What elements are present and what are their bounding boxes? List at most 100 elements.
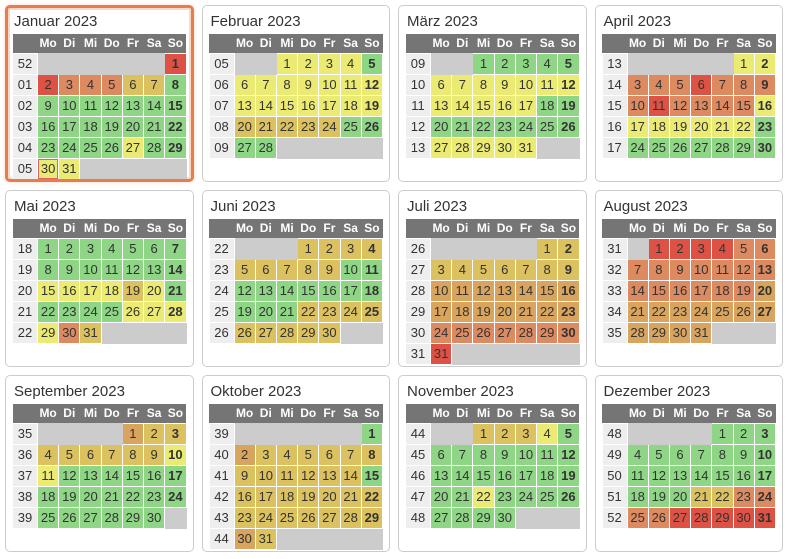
day-cell-holiday[interactable]: 1 xyxy=(164,52,187,75)
day-cell[interactable]: 21 xyxy=(690,485,713,508)
day-cell[interactable]: 25 xyxy=(36,506,60,529)
day-cell[interactable]: 17 xyxy=(690,279,713,302)
day-cell[interactable]: 18 xyxy=(536,94,559,117)
day-cell[interactable]: 17 xyxy=(318,94,341,117)
day-cell[interactable]: 12 xyxy=(121,258,145,281)
day-cell[interactable]: 15 xyxy=(360,464,384,487)
day-cell[interactable]: 14 xyxy=(451,464,474,487)
day-cell[interactable]: 29 xyxy=(164,136,187,159)
day-cell[interactable]: 20 xyxy=(233,115,256,138)
day-cell[interactable]: 5 xyxy=(100,73,123,96)
day-cell-holiday[interactable]: 15 xyxy=(647,279,670,302)
day-cell[interactable]: 15 xyxy=(711,464,734,487)
day-cell[interactable]: 14 xyxy=(143,94,166,117)
day-cell[interactable]: 2 xyxy=(58,237,81,260)
day-cell[interactable]: 25 xyxy=(79,136,102,159)
day-cell[interactable]: 19 xyxy=(647,485,670,508)
day-cell[interactable]: 19 xyxy=(297,485,320,508)
day-cell[interactable]: 30 xyxy=(318,321,341,344)
day-cell[interactable]: 23 xyxy=(143,485,166,508)
day-cell[interactable]: 11 xyxy=(451,279,474,302)
day-cell[interactable]: 16 xyxy=(36,115,60,138)
day-cell[interactable]: 20 xyxy=(429,485,453,508)
day-cell[interactable]: 30 xyxy=(493,136,516,159)
day-cell[interactable]: 27 xyxy=(143,300,166,323)
day-cell[interactable]: 7 xyxy=(451,443,474,466)
day-cell[interactable]: 1 xyxy=(536,237,559,260)
day-cell[interactable]: 14 xyxy=(711,94,734,117)
day-cell[interactable]: 17 xyxy=(254,485,277,508)
day-cell[interactable]: 30 xyxy=(557,321,580,344)
day-cell[interactable]: 13 xyxy=(254,279,277,302)
day-cell[interactable]: 5 xyxy=(647,443,670,466)
day-cell[interactable]: 25 xyxy=(360,300,384,323)
day-cell[interactable]: 19 xyxy=(472,300,495,323)
day-cell[interactable]: 13 xyxy=(79,464,102,487)
day-cell[interactable]: 25 xyxy=(536,115,559,138)
day-cell[interactable]: 14 xyxy=(254,94,277,117)
day-cell[interactable]: 11 xyxy=(536,443,559,466)
day-cell[interactable]: 5 xyxy=(297,443,320,466)
day-cell[interactable]: 6 xyxy=(79,443,102,466)
day-cell[interactable]: 29 xyxy=(647,321,670,344)
day-cell[interactable]: 9 xyxy=(493,443,516,466)
day-cell[interactable]: 4 xyxy=(36,443,60,466)
day-cell[interactable]: 27 xyxy=(429,506,453,529)
day-cell[interactable]: 22 xyxy=(647,300,670,323)
day-cell[interactable]: 23 xyxy=(493,485,516,508)
day-cell[interactable]: 15 xyxy=(472,94,495,117)
day-cell[interactable]: 11 xyxy=(100,258,123,281)
day-cell[interactable]: 30 xyxy=(668,321,692,344)
day-cell[interactable]: 26 xyxy=(297,506,320,529)
day-cell-holiday[interactable]: 31 xyxy=(254,527,277,550)
day-cell[interactable]: 7 xyxy=(339,443,362,466)
day-cell[interactable]: 24 xyxy=(254,506,277,529)
day-cell[interactable]: 31 xyxy=(429,342,453,365)
day-cell[interactable]: 6 xyxy=(318,443,341,466)
day-cell[interactable]: 13 xyxy=(143,258,166,281)
day-cell[interactable]: 20 xyxy=(493,300,516,323)
day-cell[interactable]: 29 xyxy=(360,506,384,529)
day-cell[interactable]: 2 xyxy=(732,422,755,445)
day-cell[interactable]: 24 xyxy=(753,485,777,508)
day-cell[interactable]: 16 xyxy=(668,279,692,302)
day-cell[interactable]: 4 xyxy=(536,422,559,445)
day-cell[interactable]: 3 xyxy=(690,237,713,260)
day-cell[interactable]: 8 xyxy=(121,443,145,466)
day-cell[interactable]: 7 xyxy=(164,237,187,260)
day-cell[interactable]: 8 xyxy=(732,73,755,96)
day-cell[interactable]: 19 xyxy=(233,300,256,323)
day-cell[interactable]: 26 xyxy=(121,300,145,323)
day-cell[interactable]: 27 xyxy=(429,136,453,159)
day-cell[interactable]: 2 xyxy=(668,237,692,260)
day-cell[interactable]: 1 xyxy=(472,52,495,75)
day-cell[interactable]: 14 xyxy=(339,464,362,487)
day-cell[interactable]: 6 xyxy=(254,258,277,281)
day-cell[interactable]: 16 xyxy=(318,279,341,302)
day-cell-holiday[interactable]: 29 xyxy=(36,321,60,344)
day-cell[interactable]: 8 xyxy=(360,443,384,466)
day-cell[interactable]: 11 xyxy=(536,73,559,96)
day-cell[interactable]: 5 xyxy=(58,443,81,466)
day-cell[interactable]: 9 xyxy=(143,443,166,466)
day-cell[interactable]: 13 xyxy=(493,279,516,302)
day-cell[interactable]: 7 xyxy=(690,443,713,466)
day-cell[interactable]: 5 xyxy=(121,237,145,260)
day-cell[interactable]: 29 xyxy=(472,506,495,529)
day-cell-holiday[interactable]: 20 xyxy=(79,485,102,508)
day-cell[interactable]: 30 xyxy=(143,506,166,529)
day-cell[interactable]: 16 xyxy=(753,94,777,117)
day-cell-holiday[interactable]: 8 xyxy=(472,73,495,96)
day-cell[interactable]: 25 xyxy=(711,300,734,323)
day-cell[interactable]: 6 xyxy=(429,443,453,466)
day-cell[interactable]: 5 xyxy=(233,258,256,281)
day-cell[interactable]: 15 xyxy=(732,94,755,117)
day-cell[interactable]: 21 xyxy=(451,485,474,508)
day-cell[interactable]: 4 xyxy=(339,52,362,75)
day-cell[interactable]: 22 xyxy=(164,115,187,138)
day-cell[interactable]: 3 xyxy=(514,422,538,445)
day-cell[interactable]: 30 xyxy=(58,321,81,344)
day-cell[interactable]: 9 xyxy=(493,73,516,96)
day-cell[interactable]: 22 xyxy=(732,115,755,138)
day-cell[interactable]: 30 xyxy=(233,527,256,550)
